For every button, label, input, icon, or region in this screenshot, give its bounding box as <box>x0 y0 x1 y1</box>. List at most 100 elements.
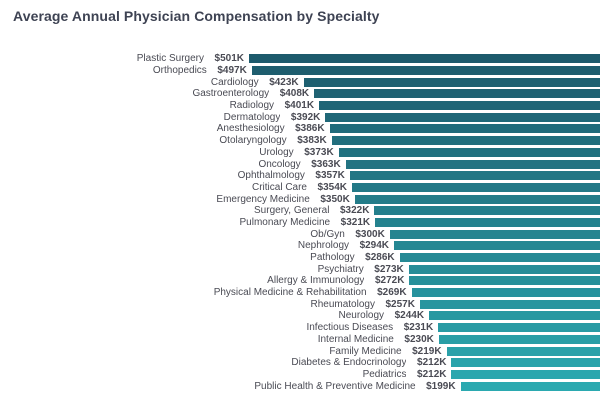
bar <box>451 369 600 379</box>
specialty-label: Physical Medicine & Rehabilitation <box>213 287 367 299</box>
value-label: $300K <box>355 228 385 240</box>
bar-row: Pulmonary Medicine $321K <box>0 217 600 229</box>
bar-row: Surgery, General $322K <box>0 205 600 217</box>
bar-row: Ob/Gyn $300K <box>0 228 600 240</box>
bar-row: Dermatology $392K <box>0 111 600 123</box>
bar-row: Public Health & Preventive Medicine $199K <box>0 380 600 392</box>
value-label: $199K <box>426 380 456 392</box>
bar-row: Ophthalmology $357K <box>0 170 600 182</box>
bar <box>438 323 600 333</box>
specialty-label: Urology <box>259 146 294 158</box>
value-label: $357K <box>315 170 345 182</box>
bar <box>389 229 600 239</box>
bar-row: Pediatrics $212K <box>0 369 600 381</box>
bar-row: Radiology $401K <box>0 100 600 112</box>
bar <box>399 253 600 263</box>
value-label: $212K <box>417 357 447 369</box>
specialty-label: Neurology <box>338 310 385 322</box>
value-label: $212K <box>417 368 447 380</box>
bar-row: Neurology $244K <box>0 310 600 322</box>
value-label: $257K <box>385 298 415 310</box>
value-label: $273K <box>374 263 404 275</box>
bar-chart: Plastic Surgery $501K Orthopedics $497K Card… <box>0 53 600 392</box>
value-label: $408K <box>279 88 310 100</box>
specialty-label: Emergency Medicine <box>216 193 310 205</box>
value-label: $392K <box>290 111 321 123</box>
value-label: $401K <box>284 100 315 112</box>
bar <box>429 311 600 321</box>
value-label: $286K <box>365 252 395 264</box>
specialty-label: Internal Medicine <box>317 333 394 345</box>
specialty-label: Ob/Gyn <box>310 228 345 240</box>
value-label: $383K <box>297 135 327 147</box>
bar <box>438 334 600 344</box>
value-label: $350K <box>320 193 350 205</box>
value-label: $501K <box>214 53 244 65</box>
bar-row: Family Medicine $219K <box>0 345 600 357</box>
bar <box>374 206 600 216</box>
specialty-label: Public Health & Preventive Medicine <box>254 380 416 392</box>
specialty-label: Pediatrics <box>362 368 407 380</box>
bar <box>409 276 600 286</box>
bar-row: Critical Care $354K <box>0 182 600 194</box>
bar <box>319 101 600 111</box>
value-label: $322K <box>339 205 370 217</box>
value-label: $272K <box>374 275 405 287</box>
bar <box>451 358 600 368</box>
value-label: $497K <box>217 65 247 77</box>
bar <box>408 264 600 274</box>
specialty-label: Anesthesiology <box>216 123 285 135</box>
bar <box>249 54 600 64</box>
value-label: $231K <box>403 322 434 334</box>
value-label: $244K <box>394 310 425 322</box>
bar <box>349 171 600 181</box>
specialty-label: Pathology <box>310 252 355 264</box>
specialty-label: Allergy & Immunology <box>267 275 365 287</box>
specialty-label: Ophthalmology <box>237 170 305 182</box>
specialty-label: Cardiology <box>210 76 259 88</box>
bar <box>251 66 600 76</box>
bar <box>325 112 600 122</box>
bar-row: Physical Medicine & Rehabilitation $269K <box>0 287 600 299</box>
specialty-label: Radiology <box>229 100 275 112</box>
value-label: $354K <box>317 181 347 193</box>
bar-row: Urology $373K <box>0 147 600 159</box>
bar-row: Internal Medicine $230K <box>0 334 600 346</box>
bar-row: Diabetes & Endocrinology $212K <box>0 357 600 369</box>
bar-row: Rheumatology $257K <box>0 298 600 310</box>
value-label: $363K <box>311 158 341 170</box>
specialty-label: Family Medicine <box>329 345 402 357</box>
specialty-label: Psychiatry <box>317 263 364 275</box>
specialty-label: Orthopedics <box>152 65 207 77</box>
bar <box>329 124 600 134</box>
bar <box>331 136 600 146</box>
value-label: $294K <box>359 240 390 252</box>
bar-row: Cardiology $423K <box>0 76 600 88</box>
value-label: $219K <box>412 345 442 357</box>
chart-title: Average Annual Physician Compensation by… <box>13 8 380 24</box>
bar <box>338 147 600 157</box>
specialty-label: Gastroenterology <box>192 88 270 100</box>
bar <box>352 182 600 192</box>
specialty-label: Pulmonary Medicine <box>239 216 331 228</box>
bar <box>419 299 600 309</box>
value-label: $269K <box>377 287 407 299</box>
bar-row: Infectious Diseases $231K <box>0 322 600 334</box>
bar <box>314 89 600 99</box>
bar-row: Pathology $286K <box>0 252 600 264</box>
bar <box>446 346 600 356</box>
bar-row: Emergency Medicine $350K <box>0 193 600 205</box>
bar-row: Allergy & Immunology $272K <box>0 275 600 287</box>
bar <box>303 77 600 87</box>
bar-row: Oncology $363K <box>0 158 600 170</box>
bar-row: Nephrology $294K <box>0 240 600 252</box>
specialty-label: Otolaryngology <box>219 135 287 147</box>
bar-row: Orthopedics $497K <box>0 65 600 77</box>
bar <box>345 159 600 169</box>
value-label: $321K <box>340 216 371 228</box>
bar-row: Psychiatry $273K <box>0 263 600 275</box>
specialty-label: Diabetes & Endocrinology <box>291 357 407 369</box>
bar <box>411 288 600 298</box>
specialty-label: Infectious Diseases <box>306 322 394 334</box>
value-label: $373K <box>304 146 334 158</box>
